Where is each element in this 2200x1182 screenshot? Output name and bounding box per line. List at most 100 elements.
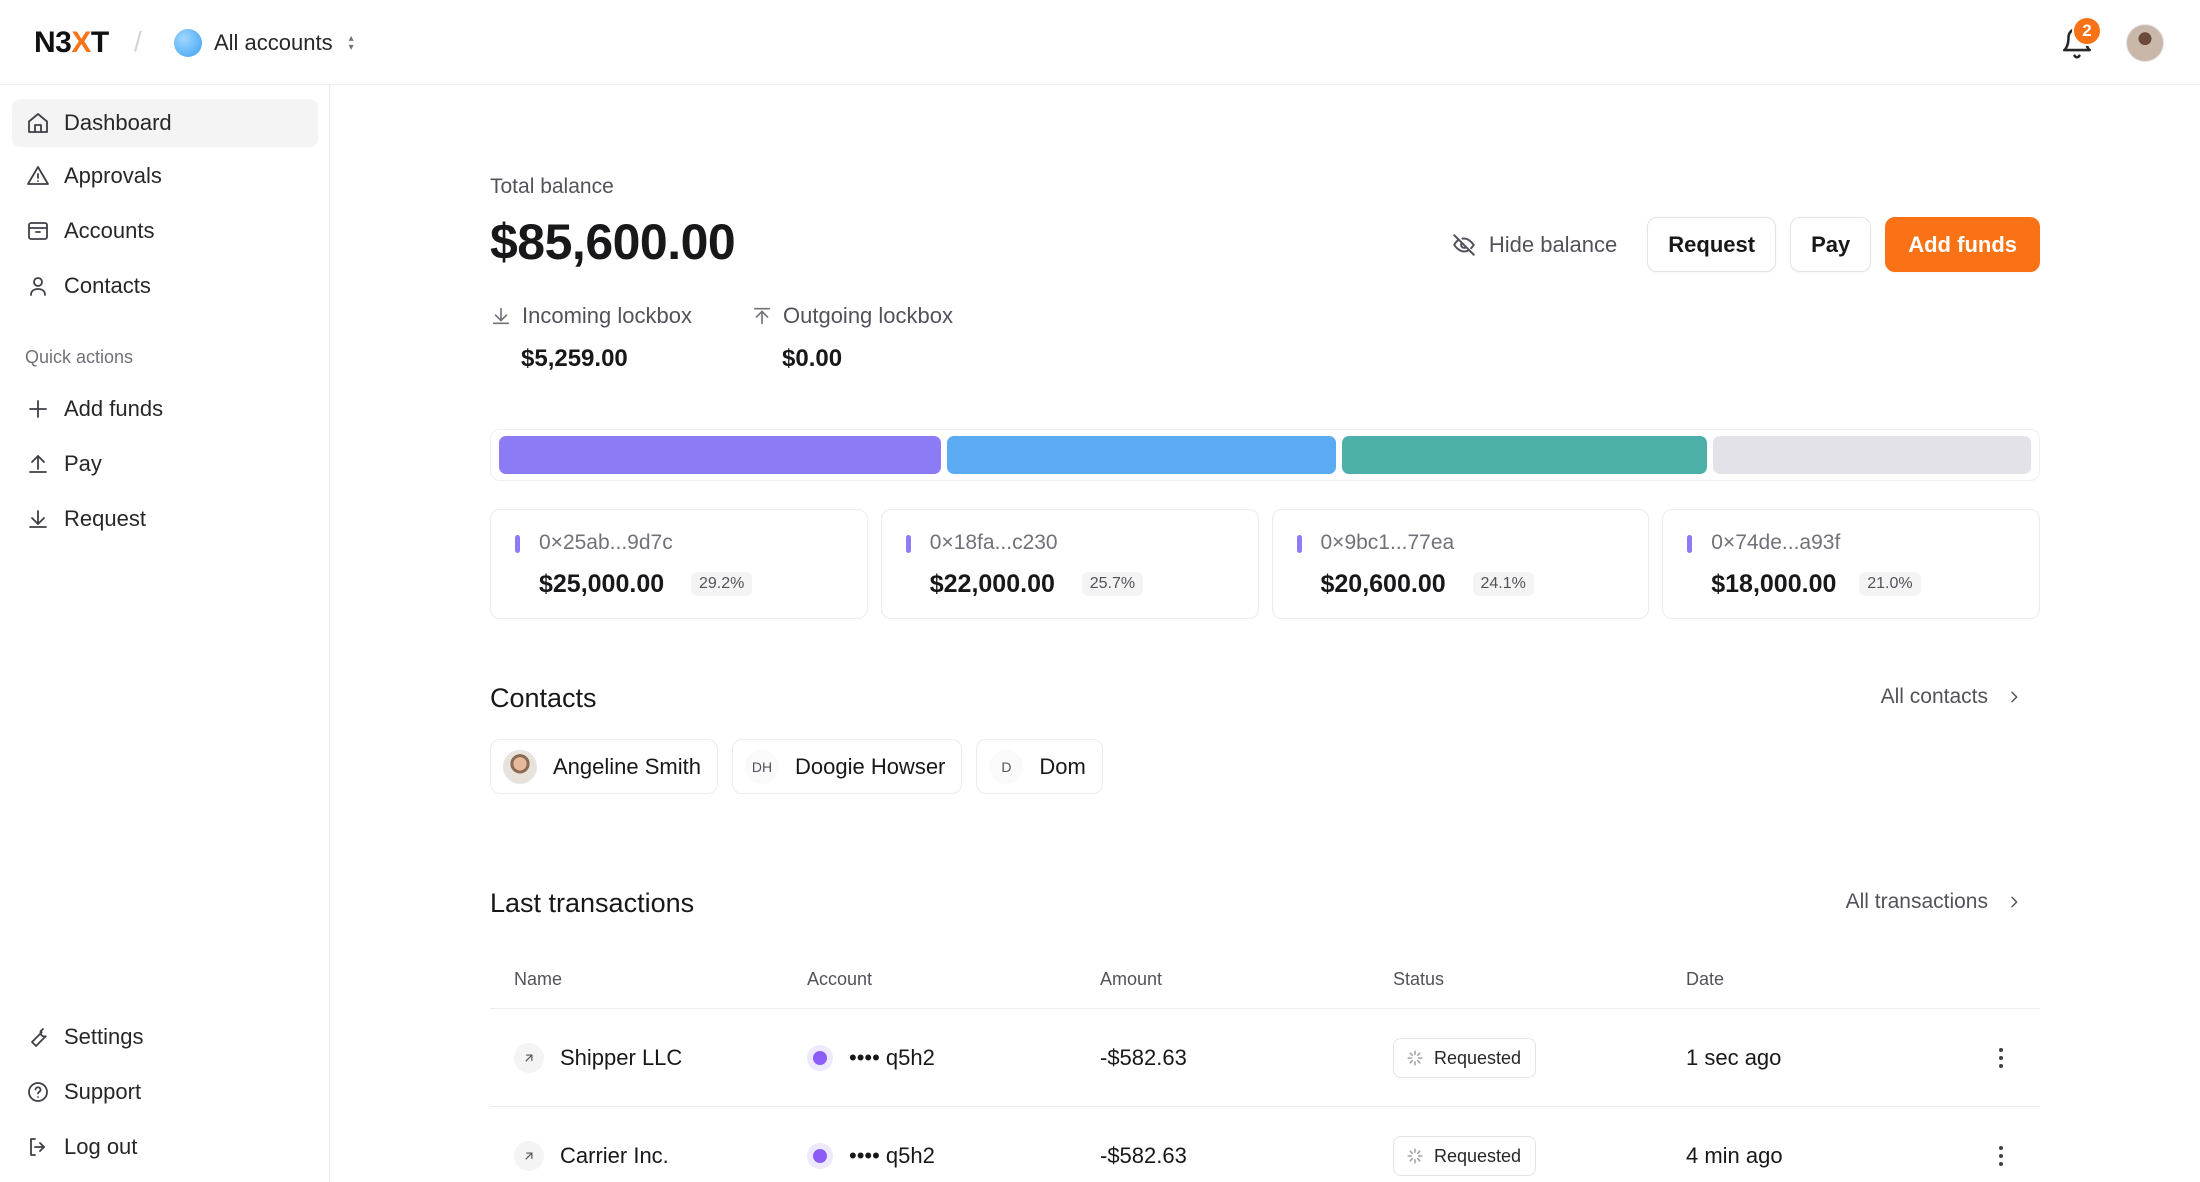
account-dot-icon	[807, 1143, 833, 1169]
loader-icon	[1407, 1050, 1423, 1066]
sidebar-item-label: Contacts	[64, 273, 151, 298]
contacts-heading: Contacts	[490, 683, 597, 713]
more-options-icon[interactable]	[1998, 1146, 2004, 1166]
loader-icon	[1407, 1148, 1423, 1164]
all-transactions-link[interactable]: All transactions	[1846, 890, 2022, 914]
transaction-name: Shipper LLC	[560, 1045, 683, 1070]
account-card[interactable]: 0×74de...a93f $18,000.00 21.0%	[1662, 509, 2040, 619]
account-card[interactable]: 0×18fa...c230 $22,000.00 25.7%	[880, 509, 1259, 619]
column-header-amount: Amount	[1100, 969, 1163, 989]
account-address: 0×9bc1...77ea	[1320, 531, 1455, 554]
contact-initials: DH	[744, 749, 779, 784]
account-address: 0×18fa...c230	[929, 531, 1058, 554]
warning-icon	[27, 166, 49, 185]
contact-name: Dom	[1039, 753, 1086, 779]
sidebar-item-label: Log out	[64, 1134, 138, 1159]
account-color-marker	[1296, 535, 1302, 553]
transaction-amount: -$582.63	[1100, 1045, 1187, 1070]
transactions-table: Name Account Amount Status Date Shipper …	[490, 951, 2040, 1182]
chevron-right-icon	[2011, 896, 2018, 908]
sidebar-item-accounts[interactable]: Accounts	[12, 207, 318, 255]
account-switcher[interactable]: All accounts ▴ ▾	[174, 24, 354, 62]
archive-icon	[28, 222, 48, 240]
arrow-up-right-icon	[514, 1141, 544, 1171]
quick-action-add-funds[interactable]: Add funds	[12, 385, 318, 433]
table-header: Name Account Amount Status Date	[490, 951, 2040, 1009]
column-header-status: Status	[1393, 969, 1445, 989]
sidebar-item-label: Support	[64, 1079, 142, 1104]
column-header-date: Date	[1686, 969, 1725, 989]
status-label: Requested	[1434, 1145, 1522, 1166]
help-circle-icon	[28, 1082, 48, 1102]
sidebar-item-support[interactable]: Support	[12, 1068, 318, 1116]
hide-balance-label: Hide balance	[1488, 231, 1618, 257]
transaction-account: •••• q5h2	[849, 1143, 935, 1168]
transaction-date: 1 sec ago	[1686, 1045, 1782, 1070]
account-card[interactable]: 0×25ab...9d7c $25,000.00 29.2%	[490, 509, 868, 619]
notification-badge: 2	[2072, 16, 2102, 46]
sidebar-item-label: Dashboard	[64, 110, 172, 135]
user-icon	[30, 277, 46, 296]
hide-balance-button[interactable]: Hide balance	[1451, 232, 1617, 258]
distribution-segment	[499, 436, 942, 474]
sidebar-item-dashboard[interactable]: Dashboard	[12, 99, 318, 147]
account-color-marker	[515, 535, 520, 553]
contact-avatar	[503, 749, 537, 784]
quick-actions-heading: Quick actions	[25, 347, 134, 367]
sidebar-item-label: Settings	[64, 1024, 144, 1049]
plus-icon	[29, 400, 47, 418]
download-icon	[29, 510, 47, 528]
account-color-marker	[1687, 535, 1693, 553]
upload-icon	[29, 455, 47, 473]
outgoing-lockbox-label: Outgoing lockbox	[783, 303, 953, 328]
contact-chips: Angeline Smith DH Doogie Howser D Dom	[490, 739, 1103, 794]
account-percent: 25.7%	[1081, 572, 1144, 596]
all-contacts-label: All contacts	[1880, 685, 1988, 708]
account-color-marker	[905, 535, 911, 553]
sidebar-item-logout[interactable]: Log out	[12, 1123, 318, 1171]
distribution-segment	[1342, 436, 1708, 474]
pay-button[interactable]: Pay	[1790, 217, 1872, 272]
account-card[interactable]: 0×9bc1...77ea $20,600.00 24.1%	[1271, 509, 1650, 619]
sidebar: Dashboard Approvals Accounts Contacts Qu…	[0, 85, 330, 1182]
status-badge: Requested	[1393, 1038, 1537, 1078]
table-row[interactable]: Shipper LLC •••• q5h2 -$582.63 Requested…	[490, 1009, 2040, 1107]
user-avatar[interactable]	[2126, 24, 2164, 62]
table-row[interactable]: Carrier Inc. •••• q5h2 -$582.63 Requeste…	[490, 1107, 2040, 1182]
total-balance-label: Total balance	[490, 175, 614, 198]
more-options-icon[interactable]	[1998, 1048, 2004, 1068]
sidebar-item-approvals[interactable]: Approvals	[12, 152, 318, 200]
all-contacts-link[interactable]: All contacts	[1881, 685, 2022, 709]
account-percent: 21.0%	[1859, 572, 1921, 596]
account-percent: 24.1%	[1472, 572, 1534, 596]
column-header-name: Name	[514, 969, 563, 989]
incoming-lockbox: Incoming lockbox $5,259.00	[490, 303, 692, 373]
eye-off-icon	[1452, 233, 1475, 256]
chevron-right-icon	[2011, 691, 2018, 703]
sidebar-item-label: Accounts	[64, 218, 155, 243]
account-dot-icon	[807, 1045, 833, 1071]
account-cards: 0×25ab...9d7c $25,000.00 29.2% 0×18fa...…	[490, 509, 2040, 619]
incoming-lockbox-label: Incoming lockbox	[522, 303, 692, 328]
sidebar-item-contacts[interactable]: Contacts	[12, 262, 318, 310]
globe-icon	[174, 29, 202, 57]
request-button[interactable]: Request	[1647, 217, 1777, 272]
quick-action-request[interactable]: Request	[12, 495, 318, 543]
n3xt-logo[interactable]: N3XT	[34, 26, 109, 59]
contact-chip[interactable]: Angeline Smith	[490, 739, 718, 794]
contact-chip[interactable]: DH Doogie Howser	[731, 739, 963, 794]
all-transactions-label: All transactions	[1845, 890, 1988, 913]
transaction-name: Carrier Inc.	[560, 1143, 669, 1168]
home-icon	[28, 113, 48, 133]
top-bar: N3XT / All accounts ▴ ▾ 2	[0, 0, 2200, 85]
account-amount: $22,000.00	[929, 570, 1055, 598]
account-address: 0×25ab...9d7c	[539, 531, 673, 554]
sidebar-item-settings[interactable]: Settings	[12, 1013, 318, 1061]
column-header-account: Account	[807, 969, 873, 989]
quick-action-pay[interactable]: Pay	[12, 440, 318, 488]
add-funds-button[interactable]: Add funds	[1885, 217, 2040, 272]
contact-chip[interactable]: D Dom	[976, 739, 1103, 794]
transaction-date: 4 min ago	[1686, 1143, 1783, 1168]
account-switcher-label: All accounts	[214, 30, 333, 55]
account-percent: 29.2%	[691, 572, 753, 596]
